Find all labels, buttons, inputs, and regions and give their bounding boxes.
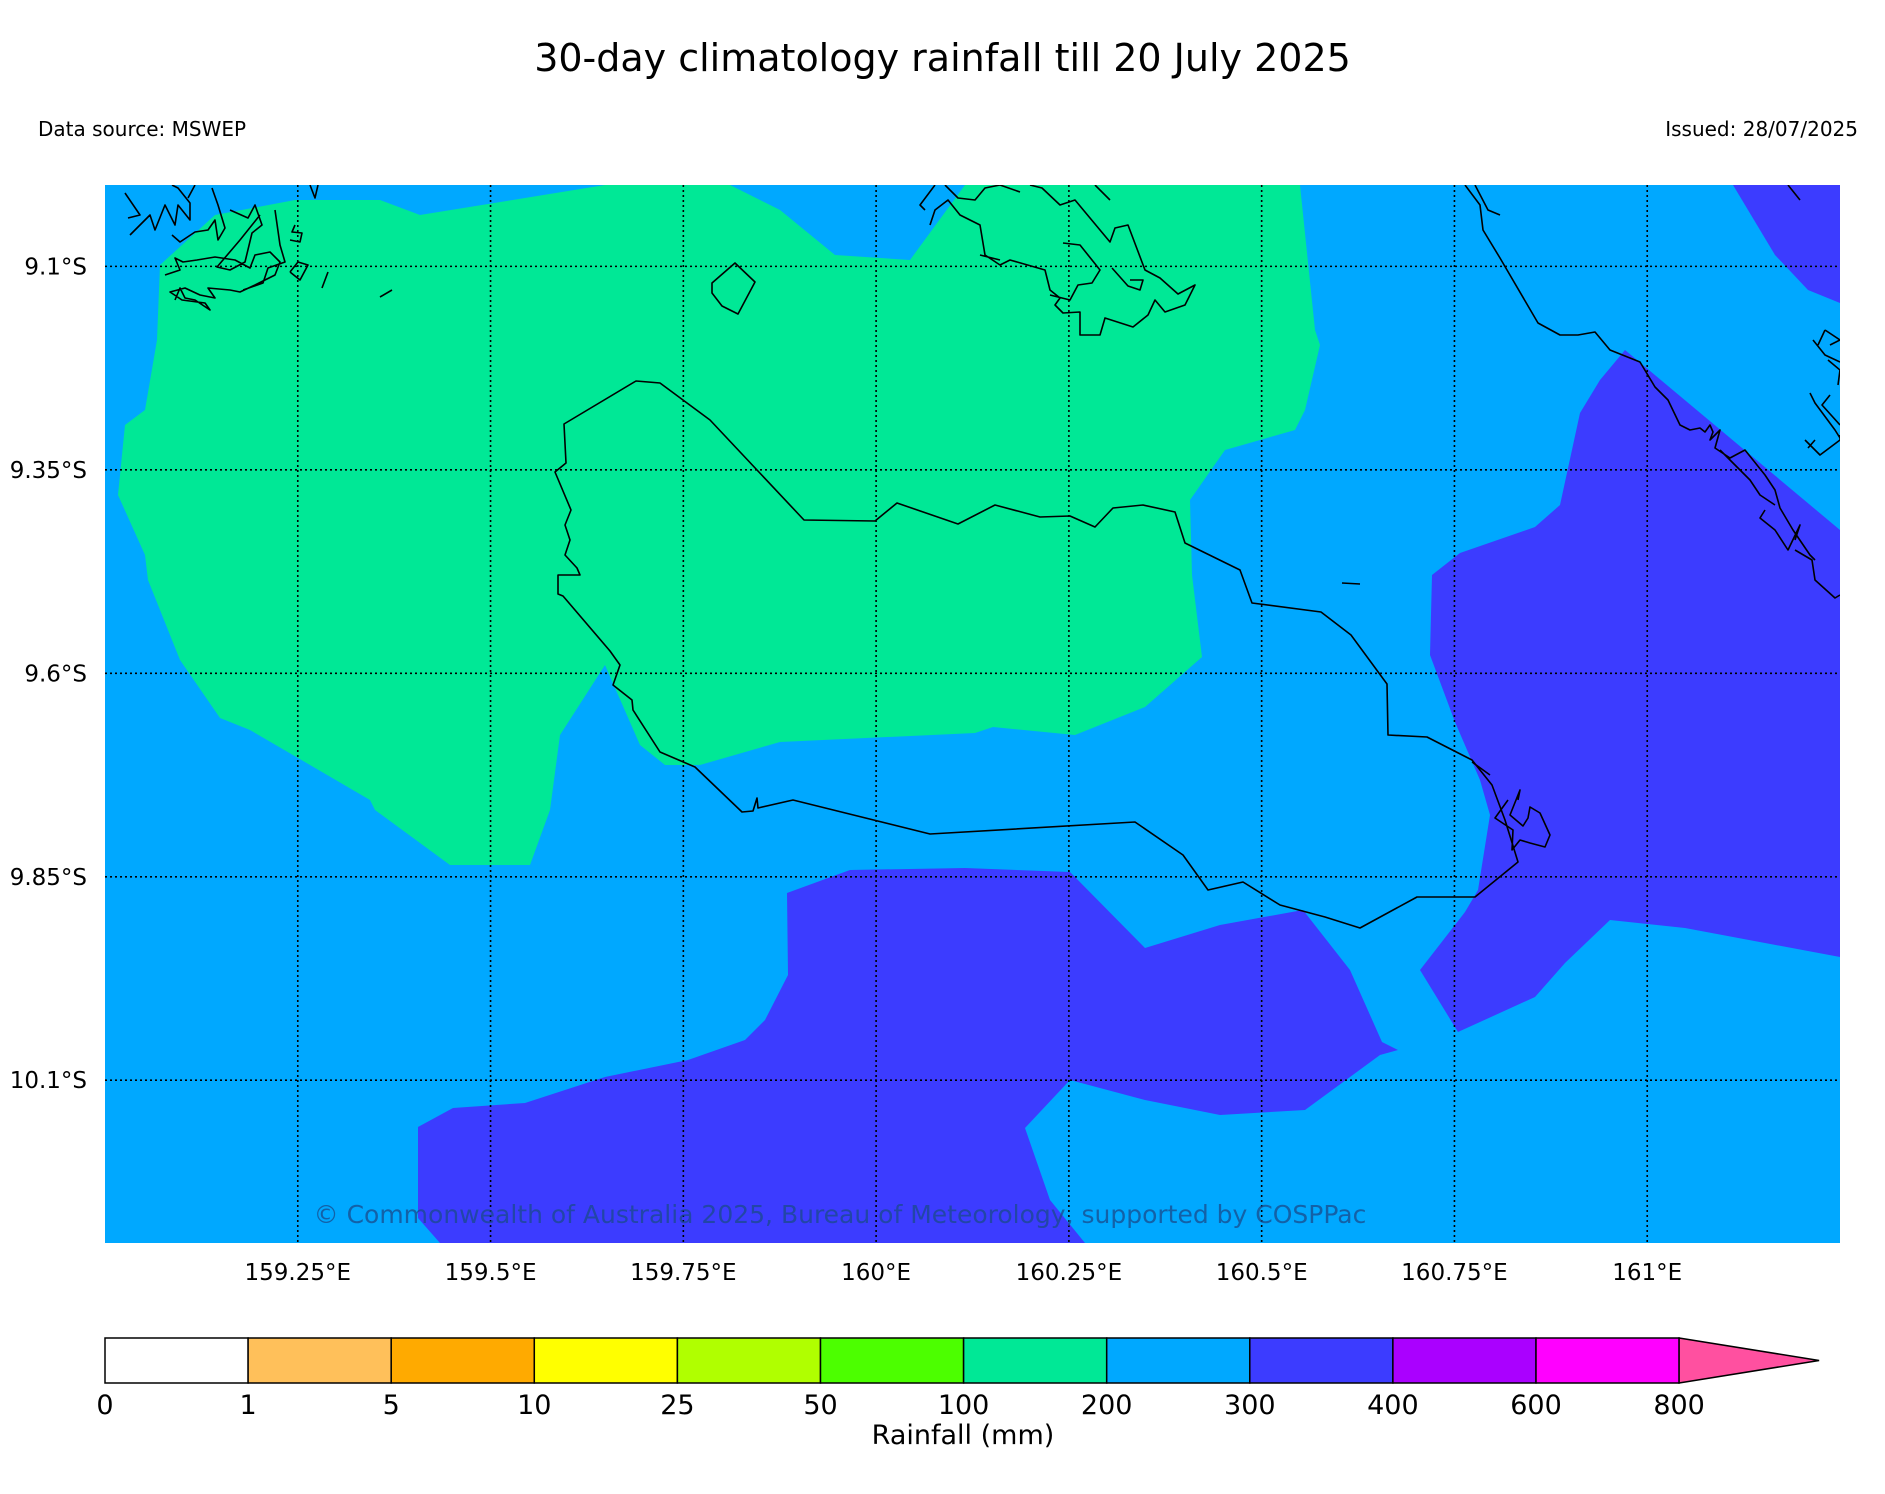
colorbar-tick-label: 50 — [803, 1390, 837, 1421]
colorbar-tick-label: 300 — [1224, 1390, 1276, 1421]
colorbar-segment — [819, 1337, 965, 1384]
copyright-notice: © Commonwealth of Australia 2025, Bureau… — [314, 1200, 1367, 1229]
coastline-florida-islands — [919, 185, 1196, 336]
coastline-cape-east — [1471, 761, 1551, 851]
coastline-guadalcanal — [554, 380, 1519, 929]
map-plot-area: © Commonwealth of Australia 2025, Bureau… — [105, 185, 1840, 1243]
coastline-malaita — [1464, 185, 1840, 599]
coastline-malaita-east — [1787, 185, 1840, 456]
rainfall-region-300-400-northeast — [1733, 185, 1840, 303]
longitude-tick-label: 160°E — [841, 1260, 911, 1286]
colorbar-tick-label: 400 — [1367, 1390, 1419, 1421]
graticule — [105, 185, 1840, 1243]
colorbar-segment — [1249, 1337, 1394, 1384]
colorbar-segment — [247, 1337, 392, 1384]
rainfall-region-100-200 — [118, 185, 1320, 865]
colorbar-tick-label: 1 — [240, 1390, 257, 1421]
colorbar-tick-label: 25 — [660, 1390, 694, 1421]
colorbar-segment — [1105, 1337, 1251, 1384]
colorbar-segment — [390, 1337, 536, 1384]
colorbar-segment — [533, 1337, 679, 1384]
latitude-labels: 9.1°S 9.35°S 9.6°S 9.85°S 10.1°S — [10, 254, 87, 1094]
rainfall-region-200-300-north — [730, 185, 965, 260]
colorbar-tick-label: 5 — [383, 1390, 400, 1421]
coastline-russell-islands — [124, 185, 393, 311]
latitude-tick-label: 9.1°S — [24, 254, 87, 280]
colorbar-extend-arrow — [1678, 1337, 1820, 1384]
colorbar-segment — [1535, 1337, 1680, 1384]
colorbar-tick-label: 600 — [1510, 1390, 1562, 1421]
longitude-tick-label: 159.25°E — [245, 1260, 352, 1286]
rainfall-region-300-400-east — [1420, 350, 1840, 1032]
coastlines — [124, 185, 1840, 929]
colorbar: 0 1 5 10 25 50 100 200 300 400 600 800 — [96, 1337, 1820, 1421]
colorbar-tick-label: 0 — [96, 1390, 113, 1421]
latitude-tick-label: 9.35°S — [10, 458, 87, 484]
colorbar-title: Rainfall (mm) — [872, 1420, 1055, 1451]
issued-date-label: Issued: 28/07/2025 — [1665, 117, 1858, 141]
data-source-label: Data source: MSWEP — [38, 117, 247, 141]
colorbar-tick-label: 200 — [1081, 1390, 1133, 1421]
longitude-tick-label: 161°E — [1612, 1260, 1682, 1286]
longitude-tick-label: 160.5°E — [1216, 1260, 1308, 1286]
longitude-labels: 159.25°E 159.5°E 159.75°E 160°E 160.25°E 160.… — [245, 1260, 1683, 1286]
longitude-tick-label: 160.75°E — [1401, 1260, 1508, 1286]
rainfall-region-300-400-south — [418, 868, 1398, 1243]
colorbar-segment — [962, 1337, 1108, 1384]
latitude-tick-label: 9.6°S — [24, 661, 87, 687]
longitude-tick-label: 159.5°E — [445, 1260, 537, 1286]
coastline-islet-north — [711, 262, 756, 315]
longitude-tick-label: 159.75°E — [630, 1260, 737, 1286]
colorbar-segment — [676, 1337, 822, 1384]
longitude-tick-label: 160.25°E — [1016, 1260, 1123, 1286]
latitude-tick-label: 9.85°S — [10, 865, 87, 891]
latitude-tick-label: 10.1°S — [10, 1068, 87, 1094]
map-title: 30-day climatology rainfall till 20 July… — [534, 36, 1351, 80]
colorbar-segment — [104, 1337, 249, 1384]
colorbar-tick-label: 800 — [1653, 1390, 1705, 1421]
colorbar-segment — [1392, 1337, 1537, 1384]
colorbar-tick-label: 100 — [938, 1390, 990, 1421]
colorbar-tick-label: 10 — [517, 1390, 551, 1421]
coastline-islet-center — [1341, 582, 1361, 585]
